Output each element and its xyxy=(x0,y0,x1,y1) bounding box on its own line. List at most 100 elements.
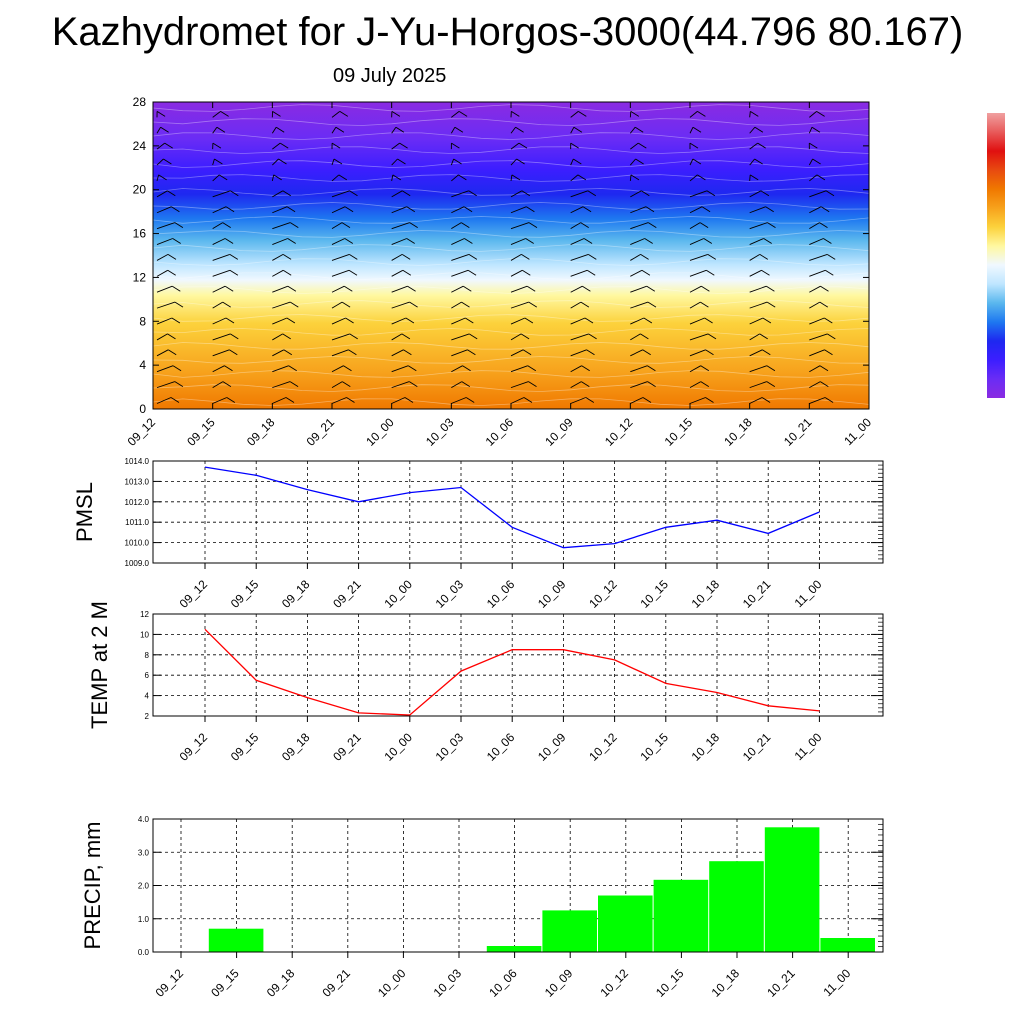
wind-barb xyxy=(156,126,161,134)
wind-barb xyxy=(272,222,291,230)
wind-barb xyxy=(808,127,813,134)
wind-barb xyxy=(570,111,579,118)
wind-barb xyxy=(391,269,404,277)
wind-barb xyxy=(212,253,230,261)
wind-barb xyxy=(570,206,584,214)
wind-barb-flag xyxy=(879,254,887,259)
wind-barb-flag xyxy=(222,381,232,387)
wind-barb xyxy=(749,174,751,181)
wind-barb-flag xyxy=(760,190,770,197)
wind-barb xyxy=(570,269,588,277)
contour-line xyxy=(153,188,869,196)
wind-barb xyxy=(331,349,349,357)
wind-barb-flag xyxy=(881,270,889,275)
wind-barb-flag xyxy=(647,301,657,308)
wind-barb xyxy=(510,126,516,134)
precip-bar xyxy=(709,861,764,952)
wind-barb xyxy=(272,254,284,261)
wind-barb xyxy=(510,158,517,166)
wind-barb-flag xyxy=(577,174,587,181)
wind-barb-flag xyxy=(703,238,713,244)
wind-barb xyxy=(331,317,346,325)
wind-barb-flag xyxy=(160,126,169,133)
wind-barb xyxy=(809,301,821,309)
wind-barb-flag xyxy=(516,158,525,165)
wind-barb-flag xyxy=(705,397,714,403)
wind-barb-flag xyxy=(222,301,231,308)
wind-barb-flag xyxy=(887,366,895,371)
precip-bar xyxy=(542,910,597,952)
wind-barb-flag xyxy=(819,365,829,372)
wind-barb xyxy=(868,307,869,309)
wind-barb xyxy=(272,142,281,150)
pmsl-y-tick: 1010.0 xyxy=(125,539,150,548)
wind-barb xyxy=(450,126,456,134)
wind-barb xyxy=(451,381,463,389)
wind-barb-flag xyxy=(526,206,535,213)
wind-barb xyxy=(391,285,408,293)
wind-barb-flag xyxy=(391,111,401,117)
wind-barb xyxy=(156,174,160,182)
wind-barb xyxy=(156,269,168,277)
wind-barb xyxy=(156,285,173,293)
wind-barb xyxy=(212,238,226,245)
pmsl-panel: 1009.0 1010.0 1011.0 1012.0 1013.0 1014.0 09_1… xyxy=(72,457,884,611)
wind-barb-flag xyxy=(348,349,357,356)
wind-barb xyxy=(510,381,529,389)
wind-barb xyxy=(156,349,169,357)
wind-barb xyxy=(749,269,762,277)
wind-barb xyxy=(156,238,173,245)
wind-barb-flag xyxy=(526,285,536,292)
precip-bar xyxy=(598,895,653,952)
cross-section-x-tick: 11_00 xyxy=(841,415,874,448)
wind-barb xyxy=(749,301,768,309)
wind-barb-flag xyxy=(647,365,656,372)
precip-x-tick: 10_00 xyxy=(375,966,409,1000)
temp-y-tick: 8 xyxy=(145,651,150,660)
wind-barb xyxy=(689,317,705,325)
wind-barb-flag xyxy=(468,333,478,340)
wind-barb xyxy=(450,158,455,166)
wind-barb-flag xyxy=(170,397,180,403)
wind-barb-flag xyxy=(642,397,652,403)
wind-barb xyxy=(156,254,169,261)
wind-barb xyxy=(630,269,643,277)
wind-barb-flag xyxy=(465,397,475,403)
temp-x-tick: 10_15 xyxy=(637,730,671,764)
wind-barb-flag xyxy=(285,397,295,403)
wind-barb xyxy=(510,333,522,341)
wind-barb xyxy=(749,190,762,198)
wind-barb-flag xyxy=(870,111,878,116)
temp-x-tick: 10_18 xyxy=(689,730,723,764)
wind-barb-flag xyxy=(407,285,416,292)
wind-barb-flag xyxy=(642,349,651,356)
wind-barb xyxy=(272,238,288,245)
precip-x-tick: 11_00 xyxy=(820,966,853,999)
wind-barb-flag xyxy=(643,317,653,324)
wind-barb-flag xyxy=(819,222,828,228)
wind-barb xyxy=(868,212,869,213)
wind-barb-flag xyxy=(700,381,710,387)
wind-barb xyxy=(156,301,176,309)
contour-line xyxy=(153,118,869,126)
wind-barb-flag xyxy=(463,285,472,292)
wind-barb-flag xyxy=(586,349,595,356)
wind-barb-flag xyxy=(172,365,182,372)
wind-barb xyxy=(451,238,465,245)
wind-barb xyxy=(570,333,589,341)
wind-barb-flag xyxy=(749,174,759,181)
wind-barb-flag xyxy=(528,222,538,228)
wind-barb xyxy=(689,190,708,198)
wind-barb-flag xyxy=(824,317,833,324)
wind-barb xyxy=(868,259,869,261)
wind-barb xyxy=(689,365,702,373)
wind-barb xyxy=(749,285,767,293)
wind-barb-flag xyxy=(705,349,714,356)
temp-line xyxy=(204,628,820,716)
wind-barb-flag xyxy=(272,111,281,117)
wind-barb-flag xyxy=(409,381,418,387)
wind-barb-flag xyxy=(225,317,235,324)
wind-barb-flag xyxy=(751,96,759,101)
wind-barb-flag xyxy=(766,301,776,308)
wind-barb-flag xyxy=(523,397,533,403)
